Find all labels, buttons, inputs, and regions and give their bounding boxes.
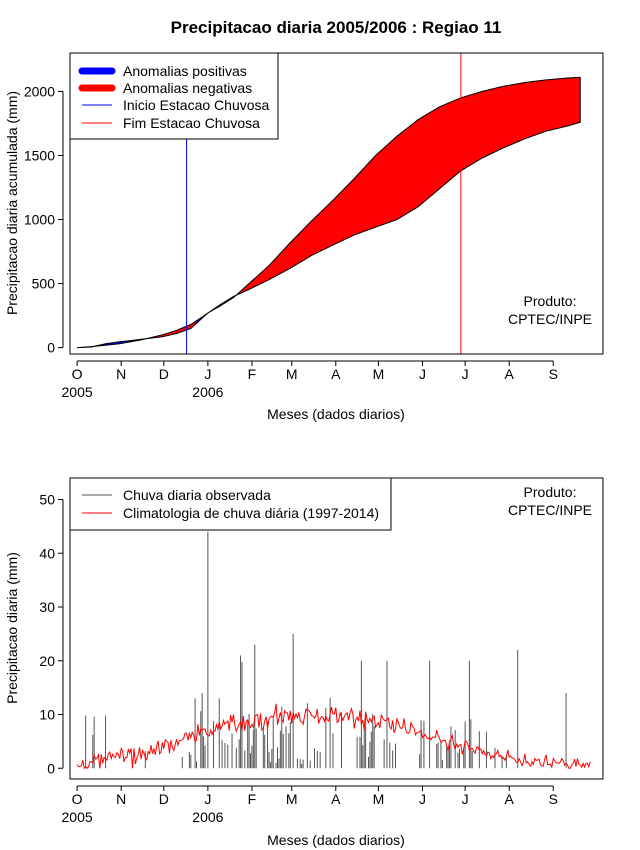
x-tick-label-year: 2005 <box>62 384 93 400</box>
x-tick-label-month: J <box>204 791 211 807</box>
x-tick-label-month: D <box>159 366 169 382</box>
x-tick-label-month: S <box>549 366 558 382</box>
x-tick-label-month: A <box>331 791 341 807</box>
x-tick-label-month: J <box>419 366 426 382</box>
chart-top-title: Precipitacao diaria 2005/2006 : Regiao 1… <box>171 18 502 37</box>
y-tick-label: 1500 <box>24 147 55 163</box>
y-tick-label: 1000 <box>24 212 55 228</box>
x-tick-label-month: J <box>419 791 426 807</box>
chart-top-annotation-line1: Produto: <box>524 293 577 309</box>
legend-label-inicio: Inicio Estacao Chuvosa <box>123 97 270 113</box>
x-tick-label-month: A <box>505 366 515 382</box>
x-tick-label-month: J <box>204 366 211 382</box>
chart-bottom-x-axis: O N D J F M A M J J A S 2005 2006 <box>62 785 558 825</box>
y-tick-label: 50 <box>39 492 55 508</box>
x-tick-label-month: M <box>373 366 385 382</box>
chart-bottom-legend-box <box>69 477 392 531</box>
series-observed-cumulative <box>77 120 581 349</box>
x-tick-label-month: J <box>462 791 469 807</box>
x-tick-label-month: S <box>549 791 558 807</box>
legend-label-climatologia: Climatologia de chuva diária (1997-2014) <box>123 505 379 521</box>
chart-top-legend: Anomalias positivas Anomalias negativas … <box>69 52 279 140</box>
x-tick-label-year: 2006 <box>192 809 223 825</box>
x-tick-label-month: N <box>116 366 126 382</box>
x-tick-label-month: A <box>505 791 515 807</box>
legend-label-fim: Fim Estacao Chuvosa <box>123 115 260 131</box>
x-tick-label-month: A <box>331 366 341 382</box>
chart-top: Precipitacao diaria 2005/2006 : Regiao 1… <box>4 18 604 422</box>
chart-bottom-y-axis: 0 10 20 30 40 50 <box>39 492 64 776</box>
chart-top-y-axis: 0 500 1000 1500 2000 <box>24 83 64 356</box>
x-tick-label-month: M <box>373 791 385 807</box>
chart-top-annotation-line2: CPTEC/INPE <box>508 311 592 327</box>
chart-top-plot <box>77 53 581 354</box>
chart-top-legend-box <box>69 52 279 140</box>
x-tick-label-month: O <box>72 791 83 807</box>
y-tick-label: 20 <box>39 653 55 669</box>
y-tick-label: 30 <box>39 599 55 615</box>
x-tick-label-month: M <box>286 366 298 382</box>
x-tick-label-year: 2005 <box>62 809 93 825</box>
legend-label-negative: Anomalias negativas <box>123 80 252 96</box>
chart-bottom-x-label: Meses (dados diarios) <box>267 832 405 848</box>
y-tick-label: 0 <box>47 340 55 356</box>
anomaly-negative-area <box>224 77 581 303</box>
chart-bottom-annotation-line2: CPTEC/INPE <box>508 502 592 518</box>
chart-bottom-legend: Chuva diaria observada Climatologia de c… <box>69 477 392 531</box>
x-tick-label-month: M <box>286 791 298 807</box>
chart-bottom: 0 10 20 30 40 50 O N D J F M A M J J A S 2005 2006 Meses (… <box>4 477 604 848</box>
x-tick-label-month: F <box>248 791 257 807</box>
chart-top-frame <box>69 52 604 355</box>
series-climatology-cumulative <box>77 76 581 349</box>
x-tick-label-year: 2006 <box>192 384 223 400</box>
legend-label-observada: Chuva diaria observada <box>123 487 271 503</box>
legend-label-positive: Anomalias positivas <box>123 63 247 79</box>
chart-bottom-y-label: Precipitacao diaria (mm) <box>4 552 20 704</box>
x-tick-label-month: D <box>159 791 169 807</box>
chart-bottom-plot <box>76 531 591 770</box>
y-tick-label: 2000 <box>24 83 55 99</box>
chart-top-x-label: Meses (dados diarios) <box>267 406 405 422</box>
x-tick-label-month: J <box>462 366 469 382</box>
x-tick-label-month: O <box>72 366 83 382</box>
chart-top-x-axis: O N D J F M A M J J A S 2005 2006 <box>62 360 558 400</box>
chart-top-y-label: Precipitacao diaria acumulada (mm) <box>4 91 20 315</box>
y-tick-label: 500 <box>32 276 56 292</box>
y-tick-label: 40 <box>39 545 55 561</box>
x-tick-label-month: N <box>116 791 126 807</box>
y-tick-label: 10 <box>39 707 55 723</box>
x-tick-label-month: F <box>248 366 257 382</box>
chart-bottom-annotation-line1: Produto: <box>524 484 577 500</box>
y-tick-label: 0 <box>47 760 55 776</box>
series-climatology-daily <box>76 703 591 770</box>
